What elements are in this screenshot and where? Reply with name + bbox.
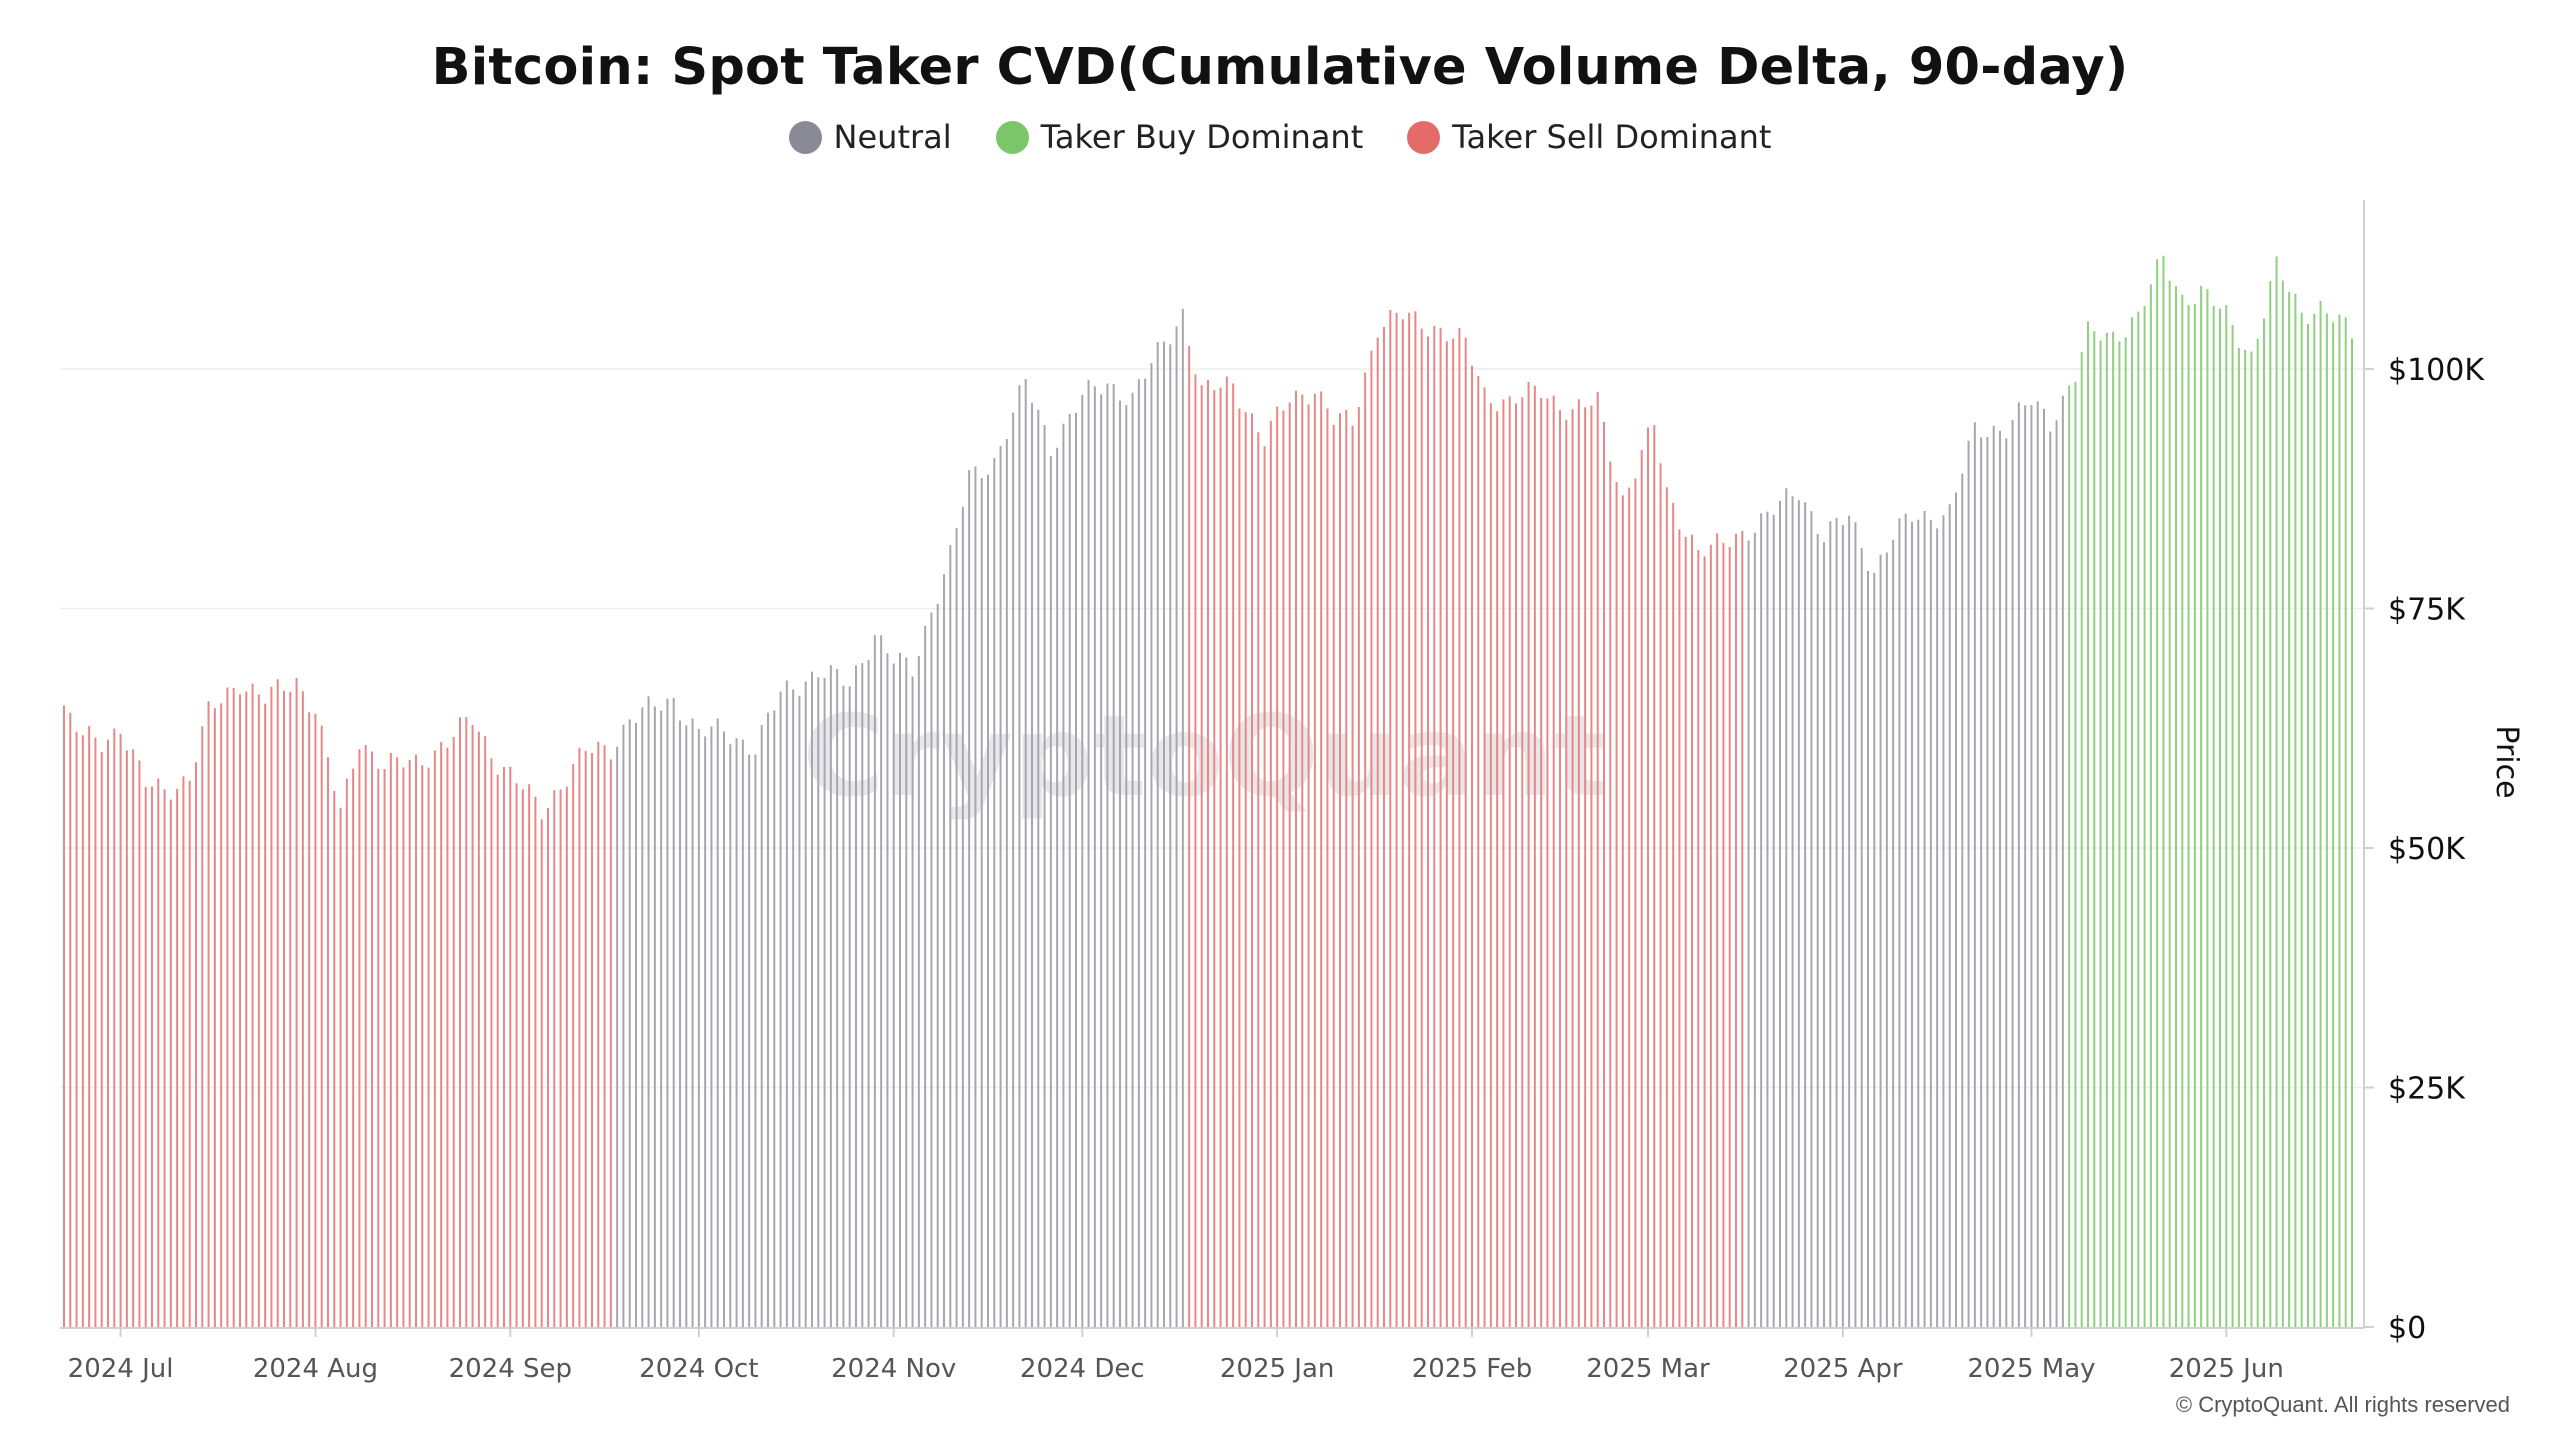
legend-dot-neutral-icon xyxy=(788,120,822,154)
y-tick-label: $100K xyxy=(2388,353,2485,388)
legend-item-taker-buy[interactable]: Taker Buy Dominant xyxy=(995,118,1364,156)
legend-dot-taker-sell-icon xyxy=(1407,120,1441,154)
y-axis-ticks: $0 $25K $50K $75K $100K xyxy=(2364,353,2485,1346)
x-tick-label: 2025 Apr xyxy=(1783,1354,1903,1384)
grid-lines xyxy=(60,368,2362,1089)
x-tick-label: 2025 Jan xyxy=(1220,1354,1335,1384)
x-tick-label: 2024 Nov xyxy=(831,1354,956,1384)
x-tick-label: 2024 Aug xyxy=(253,1354,378,1384)
x-tick-label: 2025 Mar xyxy=(1586,1354,1710,1384)
chart-title: Bitcoin: Spot Taker CVD(Cumulative Volum… xyxy=(431,38,2129,97)
axes xyxy=(60,200,2365,1329)
price-bars xyxy=(63,255,2353,1327)
x-tick-label: 2024 Oct xyxy=(639,1354,758,1384)
x-tick-label: 2025 Feb xyxy=(1412,1354,1532,1384)
legend-item-taker-sell[interactable]: Taker Sell Dominant xyxy=(1407,118,1771,156)
legend-dot-taker-buy-icon xyxy=(995,120,1029,154)
y-tick-label: $50K xyxy=(2388,832,2466,867)
x-tick-label: 2024 Jul xyxy=(68,1354,174,1384)
legend-label-taker-buy: Taker Buy Dominant xyxy=(1040,118,1364,156)
y-tick-label: $25K xyxy=(2388,1072,2466,1107)
watermark-text: CryptoQuant xyxy=(803,692,1608,822)
chart-legend: Neutral Taker Buy Dominant Taker Sell Do… xyxy=(0,118,2560,156)
y-tick-label: $75K xyxy=(2388,593,2466,628)
legend-label-neutral: Neutral xyxy=(833,118,952,156)
x-tick-label: 2025 Jun xyxy=(2169,1354,2284,1384)
x-tick-label: 2024 Sep xyxy=(449,1354,572,1384)
copyright-notice: © CryptoQuant. All rights reserved xyxy=(2175,1392,2510,1417)
legend-label-taker-sell: Taker Sell Dominant xyxy=(1452,118,1772,156)
x-tick-label: 2024 Dec xyxy=(1020,1354,1145,1384)
x-axis-ticks: 2024 Jul 2024 Aug 2024 Sep 2024 Oct 2024 Nov… xyxy=(68,1328,2284,1384)
y-axis-title: Price xyxy=(2489,725,2524,798)
legend-item-neutral[interactable]: Neutral xyxy=(788,118,952,156)
x-tick-label: 2025 May xyxy=(1967,1354,2095,1384)
y-tick-label: $0 xyxy=(2388,1311,2426,1346)
